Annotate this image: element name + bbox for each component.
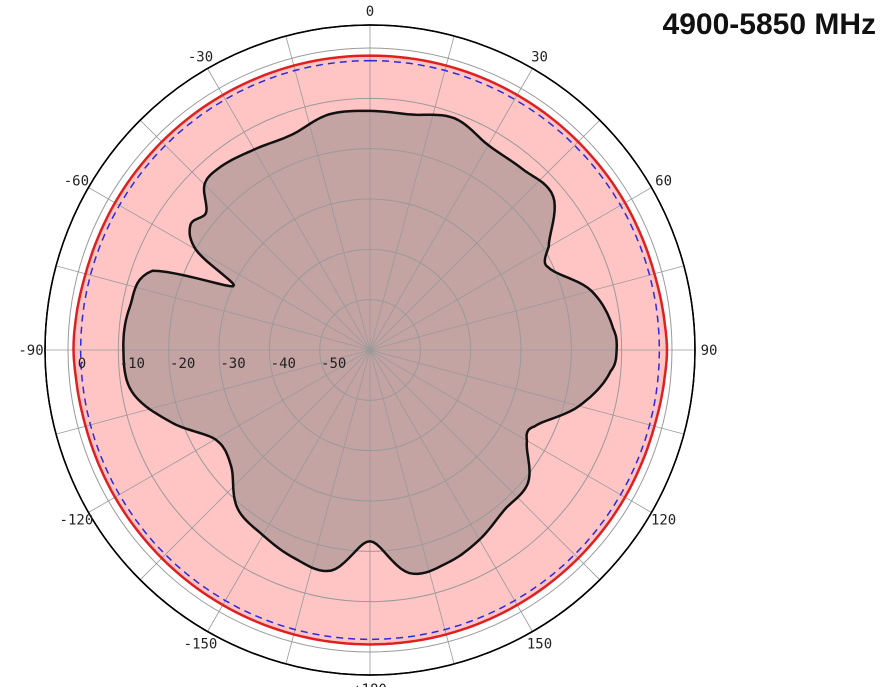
plot-frame-edge xyxy=(44,24,696,676)
grid-spoke xyxy=(369,68,533,351)
grid-spoke xyxy=(88,187,371,351)
grid-spoke xyxy=(139,119,371,351)
grid-spoke xyxy=(207,349,371,632)
grid-spoke xyxy=(369,349,652,513)
angle-tick-label: 120 xyxy=(651,513,676,529)
grid-spoke xyxy=(369,187,652,351)
angle-tick-label: ±180 xyxy=(353,682,387,687)
grid-spoke xyxy=(369,265,685,351)
grid-spoke xyxy=(369,349,685,435)
angle-tick-label: 150 xyxy=(527,637,552,653)
angle-tick-label: 90 xyxy=(701,343,718,359)
grid-spoke xyxy=(139,349,371,581)
angle-tick-label: -120 xyxy=(60,513,94,529)
grid-spoke xyxy=(88,349,371,513)
grid-spoke xyxy=(369,35,455,351)
angle-tick-label: -90 xyxy=(18,343,43,359)
grid-spoke xyxy=(285,35,371,351)
angle-tick-label: 0 xyxy=(366,4,374,20)
grid-spoke xyxy=(369,349,601,581)
radial-tick-label: -50 xyxy=(321,356,346,372)
grid-spoke xyxy=(285,349,371,665)
grid-spoke xyxy=(369,349,455,665)
grid-spoke xyxy=(369,349,533,632)
grid-spoke xyxy=(55,265,371,351)
angle-tick-label: 60 xyxy=(655,174,672,190)
reference-trace xyxy=(79,59,661,641)
angle-tick-label: -60 xyxy=(64,174,89,190)
outer-pattern-trace xyxy=(72,54,669,646)
grid-spoke xyxy=(369,119,601,351)
inner-pattern-trace xyxy=(122,109,619,576)
radial-tick-label: -30 xyxy=(220,356,245,372)
angle-tick-label: 30 xyxy=(531,49,548,65)
radial-tick-label: -10 xyxy=(120,356,145,372)
angle-tick-label: -30 xyxy=(188,49,213,65)
radial-tick-label: -40 xyxy=(271,356,296,372)
grid-spoke xyxy=(55,349,371,435)
grid-spoke xyxy=(207,68,371,351)
radial-tick-label: -20 xyxy=(170,356,195,372)
angle-tick-label: -150 xyxy=(184,637,218,653)
radial-tick-label: 0 xyxy=(78,356,86,372)
chart-title: 4900-5850 MHz xyxy=(662,8,876,41)
